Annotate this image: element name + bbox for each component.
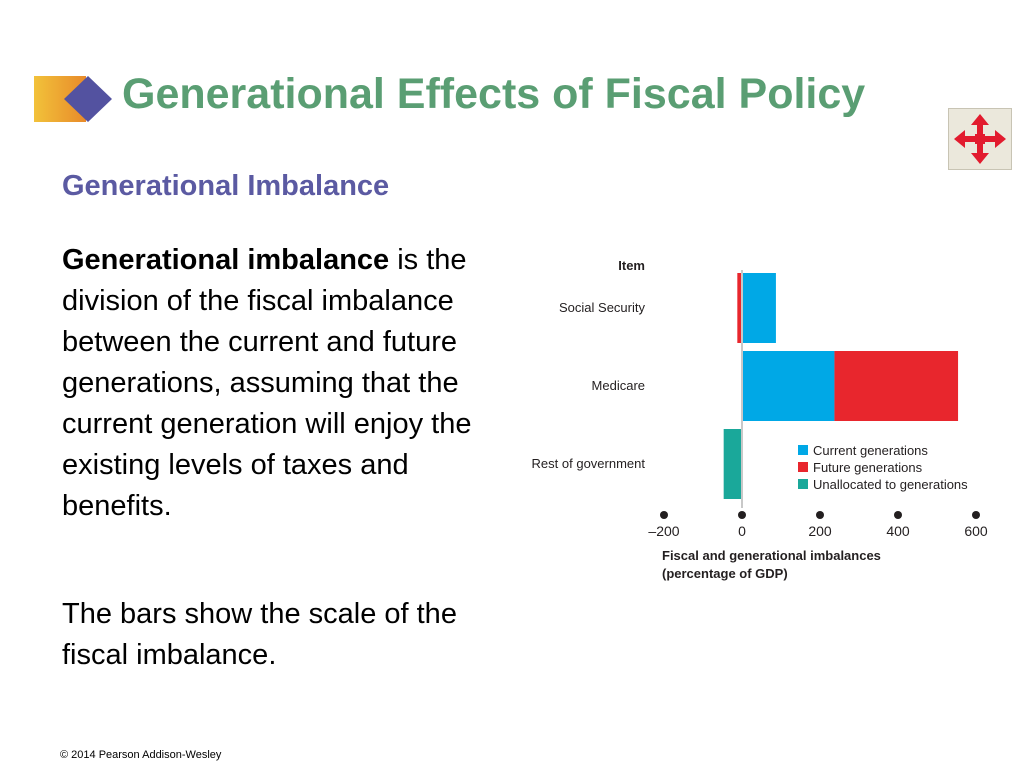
bar-future-generations (737, 273, 742, 343)
imbalance-bar-chart: Item Social Security Medicare Rest of gover… (532, 258, 988, 581)
x-tick-dot (816, 511, 824, 519)
slide-title: Generational Effects of Fiscal Policy (122, 70, 866, 118)
bar-unallocated-to-generations (723, 429, 742, 499)
legend-label: Unallocated to generations (813, 477, 968, 492)
category-label: Medicare (592, 378, 645, 393)
x-tick-label: 0 (738, 523, 746, 539)
x-tick-label: 600 (964, 523, 988, 539)
bars-note-paragraph: The bars show the scale of the fiscal im… (62, 598, 457, 671)
definition-term: Generational imbalance (62, 244, 390, 276)
legend-swatch (798, 462, 808, 472)
x-axis-label: (percentage of GDP) (662, 566, 788, 581)
legend-swatch (798, 445, 808, 455)
x-tick-dot (660, 511, 668, 519)
x-tick-dot (894, 511, 902, 519)
category-header: Item (618, 258, 645, 273)
bar-future-generations (834, 351, 959, 421)
x-tick-label: –200 (648, 523, 679, 539)
four-way-arrows-icon[interactable] (948, 108, 1012, 170)
subtitle: Generational Imbalance (62, 170, 390, 202)
x-tick-dot (972, 511, 980, 519)
legend-label: Future generations (813, 460, 923, 475)
x-axis-label: Fiscal and generational imbalances (662, 548, 881, 563)
x-tick-label: 400 (886, 523, 910, 539)
copyright-footer: © 2014 Pearson Addison-Wesley (60, 749, 222, 761)
definition-paragraph: Generational imbalance is the division o… (62, 240, 482, 527)
legend-label: Current generations (813, 443, 928, 458)
diamond-arrow-icon (34, 76, 112, 122)
legend-swatch (798, 479, 808, 489)
x-tick-label: 200 (808, 523, 832, 539)
definition-text: is the division of the fiscal imbalance … (62, 244, 472, 522)
x-tick-dot (738, 511, 746, 519)
bar-current-generations (742, 351, 835, 421)
category-label: Social Security (559, 300, 645, 315)
bar-current-generations (742, 273, 776, 343)
category-label: Rest of government (532, 456, 646, 471)
